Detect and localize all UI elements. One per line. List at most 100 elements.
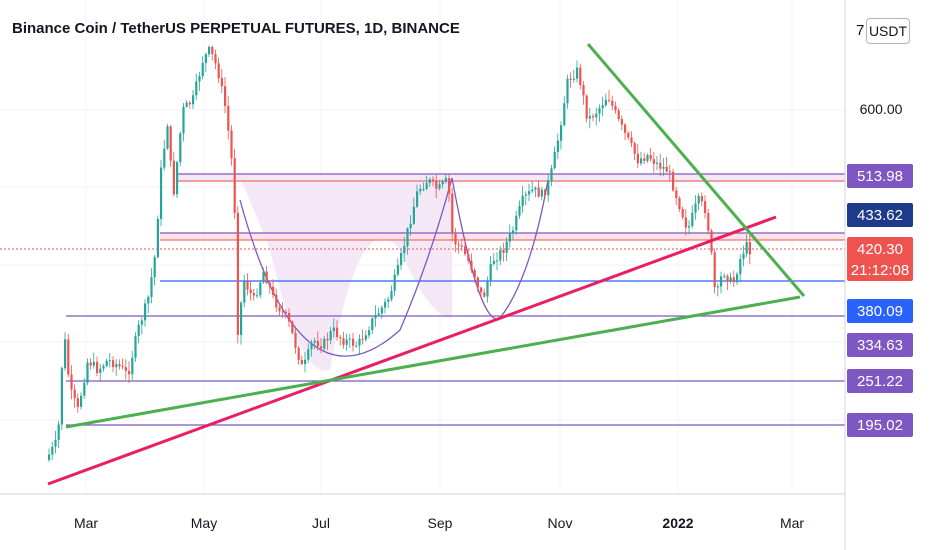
candle-body [342, 338, 345, 345]
candle-body [480, 287, 483, 293]
candle-body [396, 265, 399, 275]
currency-unit-button[interactable]: USDT [866, 18, 910, 44]
candle-body [236, 212, 239, 335]
candle-body [105, 360, 108, 366]
x-tick-label: May [191, 515, 217, 531]
candle-body [729, 277, 732, 282]
candle-body [336, 327, 339, 338]
candle-body [585, 95, 588, 119]
candle-body [368, 330, 371, 336]
candle-body [147, 296, 150, 304]
candle-body [89, 362, 92, 366]
candle-body [601, 105, 604, 109]
candle-body [723, 275, 726, 277]
candle-body [76, 398, 79, 407]
candle-body [691, 212, 694, 227]
candle-body [160, 167, 163, 219]
candle-body [124, 367, 127, 371]
candle-body [476, 277, 479, 288]
candle-body [214, 54, 217, 64]
candle-body [92, 361, 95, 366]
candle-body [739, 259, 742, 275]
candle-body [230, 130, 233, 159]
candle-body [73, 389, 76, 399]
candle-body [198, 75, 201, 82]
candle-body [169, 126, 172, 161]
candle-body [624, 124, 627, 133]
candle-body [227, 105, 230, 131]
candle-body [224, 86, 227, 106]
candle-body [720, 276, 723, 287]
red-trendline [47, 215, 777, 486]
cup-arc [239, 177, 453, 357]
x-tick-label: 2022 [662, 515, 693, 531]
axes: Mar May Jul Sep Nov 2022 Mar 600.00 [0, 0, 903, 550]
candle-body [716, 286, 719, 288]
candle-body [208, 46, 211, 55]
candle-body [211, 46, 214, 55]
candle-body [617, 110, 620, 120]
candle-body [278, 307, 281, 312]
candle-body [435, 180, 438, 189]
candle-body [220, 78, 223, 87]
cup-region [176, 178, 452, 371]
chart-title: Binance Coin / TetherUS PERPETUAL FUTURE… [12, 20, 460, 37]
price-badge-purple: 334.63 [847, 333, 913, 357]
candle-body [438, 184, 441, 189]
candle-body [652, 159, 655, 164]
candle-body [153, 257, 156, 278]
candle-body [96, 361, 99, 374]
candle-body [233, 158, 236, 213]
candle-body [659, 162, 662, 169]
candle-body [108, 360, 111, 362]
candle-body [128, 370, 131, 375]
candle-body [444, 178, 447, 182]
candle-body [307, 349, 310, 360]
x-tick-label: Mar [74, 515, 98, 531]
candle-body [294, 332, 297, 348]
candle-body [259, 282, 262, 296]
candle-body [316, 340, 319, 347]
candle-body [243, 281, 246, 303]
candle-body [694, 203, 697, 213]
candle-body [156, 218, 159, 258]
candle-body [364, 335, 367, 340]
candle-body [553, 151, 556, 169]
x-tick-label: Mar [780, 515, 804, 531]
candle-body [374, 315, 377, 319]
price-badge-purple: 195.02 [847, 413, 913, 437]
candle-body [249, 289, 252, 294]
candle-body [358, 338, 361, 346]
candle-body [131, 357, 134, 375]
candle-body [406, 228, 409, 247]
candle-body [563, 103, 566, 126]
candle-body [704, 201, 707, 214]
price-badge-text: 433.62 [857, 207, 903, 224]
candle-body [697, 196, 700, 204]
candle-body [217, 63, 220, 79]
candle-body [265, 271, 268, 283]
grid [0, 0, 845, 494]
descending-trendline [586, 43, 806, 297]
candle-body [67, 339, 70, 375]
candle-body [419, 188, 422, 192]
countdown-text: 21:12:08 [851, 262, 909, 279]
candle-body [355, 345, 358, 347]
candle-body [649, 155, 652, 160]
candle-body [393, 274, 396, 291]
candle-body [496, 260, 499, 262]
candle-body [534, 187, 537, 190]
candle-body [291, 321, 294, 333]
candle-body [454, 232, 457, 245]
candle-body [486, 281, 489, 297]
candle-body [195, 81, 198, 96]
candle-body [377, 313, 380, 316]
candle-body [592, 116, 595, 118]
candle-body [521, 195, 524, 207]
candle-body [150, 277, 153, 297]
candle-body [348, 338, 351, 340]
candle-body [163, 148, 166, 168]
candle-body [489, 263, 492, 282]
candle-body [662, 166, 665, 169]
